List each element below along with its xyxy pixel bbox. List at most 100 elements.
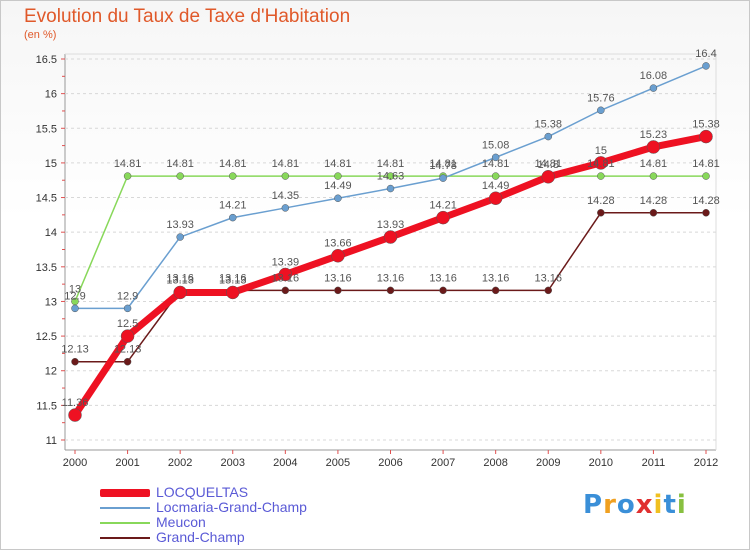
data-point-locqueltas [699, 129, 713, 144]
x-tick-label: 2005 [326, 457, 350, 469]
data-label-locqueltas: 15 [595, 145, 607, 157]
data-label-meucon: 14.81 [482, 158, 510, 170]
data-label-locqueltas: 13.39 [272, 256, 300, 268]
data-label-locmaria-grand-champ: 16.4 [695, 48, 716, 60]
y-tick-label: 14 [45, 227, 57, 239]
data-label-locqueltas: 13.93 [377, 219, 405, 231]
data-point-locmaria-grand-champ [386, 184, 395, 193]
data-label-meucon: 14.81 [692, 158, 720, 170]
legend-item-locmaria: Locmaria-Grand-Champ [100, 500, 307, 515]
data-label-grand-champ: 13.16 [166, 272, 194, 284]
x-tick-label: 2003 [221, 457, 245, 469]
data-point-locmaria-grand-champ [71, 304, 79, 313]
data-point-grand-champ [123, 357, 132, 366]
data-label-locmaria-grand-champ: 12.9 [64, 290, 85, 302]
data-point-locmaria-grand-champ [439, 174, 447, 182]
data-label-grand-champ: 13.16 [534, 272, 562, 284]
x-tick-label: 2000 [63, 457, 87, 469]
data-label-meucon: 14.81 [377, 158, 405, 170]
x-tick-label: 2007 [431, 457, 455, 469]
data-label-locmaria-grand-champ: 15.76 [587, 92, 615, 104]
data-label-locmaria-grand-champ: 16.08 [640, 70, 668, 82]
data-point-locqueltas [646, 140, 661, 154]
data-label-locmaria-grand-champ: 14.78 [429, 160, 457, 172]
data-point-meucon [176, 172, 184, 180]
data-label-locmaria-grand-champ: 14.49 [324, 180, 352, 192]
data-label-grand-champ: 12.13 [114, 344, 142, 356]
y-tick-label: 12 [45, 366, 57, 378]
data-label-locmaria-grand-champ: 13.93 [166, 219, 194, 231]
data-label-locqueltas: 14.49 [482, 180, 510, 192]
x-tick-label: 2009 [536, 457, 560, 469]
data-point-meucon [702, 172, 710, 180]
data-label-meucon: 14.81 [534, 158, 562, 170]
data-point-locqueltas [173, 285, 187, 300]
data-point-grand-champ [334, 286, 342, 295]
chart-title: Evolution du Taux de Taxe d'Habitation [24, 6, 351, 27]
data-label-grand-champ: 13.16 [482, 272, 510, 284]
data-label-meucon: 14.81 [429, 158, 457, 170]
y-tick-label: 13.5 [36, 262, 57, 274]
legend-swatch-locqueltas [100, 488, 150, 497]
data-label-locqueltas: 15.23 [640, 129, 668, 141]
chart-subtitle: (en %) [24, 29, 57, 41]
x-tick-label: 2010 [589, 457, 613, 469]
data-label-grand-champ: 14.28 [692, 195, 720, 207]
logo-letter: i [676, 490, 687, 520]
data-label-grand-champ: 13.16 [429, 272, 457, 284]
data-label-meucon: 14.81 [272, 158, 300, 170]
data-point-locqueltas [226, 285, 240, 300]
data-point-locmaria-grand-champ [597, 106, 605, 115]
logo-letter: r [603, 490, 617, 520]
x-tick-label: 2001 [115, 457, 139, 469]
x-tick-label: 2008 [483, 457, 507, 469]
data-label-locqueltas: 13.66 [324, 238, 352, 250]
data-point-grand-champ [597, 209, 605, 217]
data-point-grand-champ [386, 286, 395, 295]
y-tick-label: 16 [45, 89, 57, 101]
data-label-locmaria-grand-champ: 12.9 [117, 290, 138, 302]
legend-label: Grand-Champ [156, 529, 245, 545]
data-label-grand-champ: 13.16 [272, 272, 300, 284]
logo-letter: P [583, 490, 604, 520]
data-point-locqueltas [383, 230, 398, 244]
data-point-grand-champ [649, 209, 658, 217]
legend-item-grand-champ: Grand-Champ [100, 530, 307, 545]
data-point-locmaria-grand-champ [176, 233, 184, 241]
data-label-meucon: 13 [69, 283, 81, 295]
data-point-locmaria-grand-champ [281, 204, 290, 212]
data-point-locqueltas [120, 329, 135, 343]
data-point-meucon [649, 172, 658, 180]
data-label-grand-champ: 14.28 [640, 195, 668, 207]
data-point-locmaria-grand-champ [491, 153, 500, 162]
data-point-grand-champ [439, 286, 447, 295]
data-point-locmaria-grand-champ [123, 304, 132, 313]
data-point-meucon [281, 172, 290, 180]
x-tick-label: 2011 [642, 457, 666, 469]
legend-item-locqueltas: LOCQUELTAS [100, 485, 307, 500]
legend-item-meucon: Meucon [100, 515, 307, 530]
data-label-grand-champ: 13.16 [324, 272, 352, 284]
x-tick-label: 2006 [378, 457, 402, 469]
data-point-locmaria-grand-champ [649, 84, 658, 92]
logo-letter: t [663, 490, 677, 520]
data-point-locmaria-grand-champ [544, 132, 552, 141]
data-label-locqueltas: 13.13 [219, 274, 247, 286]
data-label-locqueltas: 14.21 [429, 200, 457, 212]
data-point-locqueltas [436, 210, 450, 225]
data-point-meucon [491, 172, 500, 180]
legend-swatch-meucon [100, 521, 150, 524]
data-label-meucon: 14.81 [114, 158, 142, 170]
x-tick-label: 2012 [694, 457, 718, 469]
legend-swatch-grand-champ [100, 536, 150, 539]
y-tick-label: 16.5 [36, 54, 57, 66]
legend-label: Meucon [156, 514, 206, 530]
data-point-meucon [334, 172, 342, 180]
data-label-locmaria-grand-champ: 14.63 [377, 171, 405, 183]
data-label-grand-champ: 14.28 [587, 195, 615, 207]
data-label-meucon: 14.81 [640, 158, 668, 170]
legend: LOCQUELTAS Locmaria-Grand-Champ Meucon G… [100, 485, 307, 545]
y-tick-label: 12.5 [36, 331, 57, 343]
